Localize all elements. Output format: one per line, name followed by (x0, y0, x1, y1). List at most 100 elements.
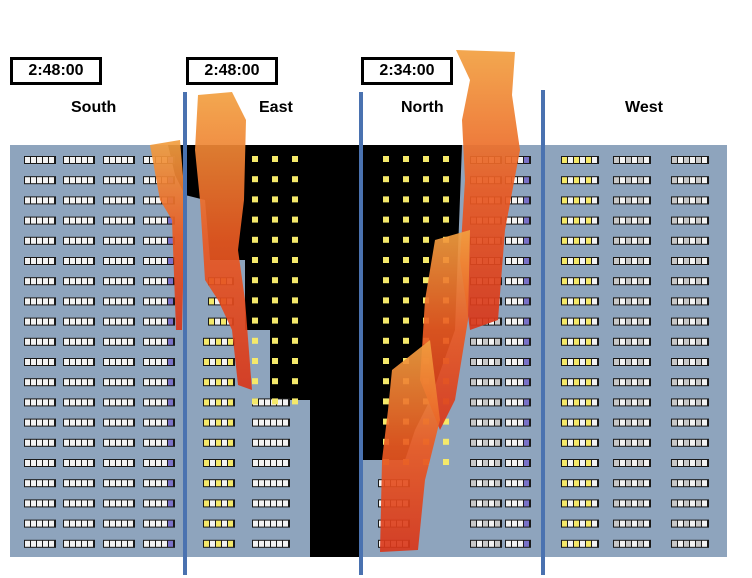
window-group (561, 317, 599, 326)
window-group (671, 358, 709, 366)
window-group (470, 438, 502, 447)
lit-window (252, 398, 258, 405)
window-group (103, 176, 135, 185)
fire-plume-east (195, 92, 252, 390)
window-group (24, 277, 56, 286)
window-group (671, 499, 709, 508)
lit-window (403, 236, 409, 243)
lit-window (383, 378, 389, 385)
window-group (63, 196, 95, 205)
window-group (470, 337, 502, 346)
divider-north-west (541, 90, 545, 575)
face-label-west: West (625, 99, 663, 116)
window-group (470, 539, 502, 548)
window-group (143, 539, 175, 548)
window-group (24, 297, 56, 306)
window-group (24, 519, 56, 528)
lit-window (383, 358, 389, 364)
window-group (103, 236, 135, 245)
lit-window (403, 196, 409, 203)
window-group (103, 438, 135, 447)
window-group (24, 378, 56, 387)
window-group (143, 418, 175, 427)
window-group (24, 257, 56, 265)
lit-window (272, 398, 278, 405)
lit-window (272, 317, 278, 324)
window-group (24, 358, 56, 366)
window-group (671, 277, 709, 286)
window-group (470, 459, 502, 467)
window-group (613, 479, 651, 488)
window-group (561, 499, 599, 508)
face-label-east: East (259, 99, 293, 116)
window-group (24, 438, 56, 447)
window-group (103, 378, 135, 387)
lit-window (423, 196, 429, 203)
window-group (103, 297, 135, 306)
window-group (24, 176, 56, 185)
window-group (561, 156, 599, 164)
window-group (63, 519, 95, 528)
window-group (613, 418, 651, 427)
divider-east-north (359, 92, 363, 575)
lit-window (383, 418, 389, 425)
lit-window (443, 216, 449, 223)
window-group (24, 479, 56, 488)
window-group (103, 519, 135, 528)
window-group (103, 156, 135, 164)
window-group (143, 358, 175, 366)
lit-window (292, 176, 298, 183)
window-group (203, 358, 235, 366)
lit-window (272, 378, 278, 385)
window-group (505, 499, 531, 508)
lit-window (383, 216, 389, 223)
window-group (203, 539, 235, 548)
window-group (24, 236, 56, 245)
window-group (143, 499, 175, 508)
window-group (671, 297, 709, 306)
lit-window (292, 277, 298, 284)
window-group (103, 418, 135, 427)
window-group (63, 156, 95, 164)
lit-window (383, 236, 389, 243)
window-group (470, 398, 502, 407)
lit-window (292, 216, 298, 223)
window-group (671, 156, 709, 164)
lit-window (292, 236, 298, 243)
window-group (203, 418, 235, 427)
lit-window (292, 378, 298, 385)
lit-window (403, 277, 409, 284)
lit-window (252, 236, 258, 243)
window-group (63, 216, 95, 225)
lit-window (252, 257, 258, 263)
lit-window (292, 398, 298, 405)
lit-window (252, 196, 258, 203)
lit-window (403, 297, 409, 304)
window-group (671, 176, 709, 185)
window-group (103, 257, 135, 265)
lit-window (252, 216, 258, 223)
window-group (671, 378, 709, 387)
window-group (203, 337, 235, 346)
window-group (143, 438, 175, 447)
window-group (24, 337, 56, 346)
window-group (24, 216, 56, 225)
lit-window (252, 156, 258, 162)
window-group (505, 479, 531, 488)
window-group (671, 236, 709, 245)
window-group (203, 378, 235, 387)
window-group (143, 479, 175, 488)
window-group (561, 216, 599, 225)
window-group (470, 479, 502, 488)
window-group (505, 297, 531, 306)
window-group (671, 539, 709, 548)
window-group (613, 297, 651, 306)
lit-window (272, 297, 278, 304)
window-group (143, 297, 175, 306)
lit-window (252, 358, 258, 364)
window-group (561, 438, 599, 447)
window-group (24, 418, 56, 427)
lit-window (292, 297, 298, 304)
window-group (671, 479, 709, 488)
lit-window (252, 378, 258, 385)
